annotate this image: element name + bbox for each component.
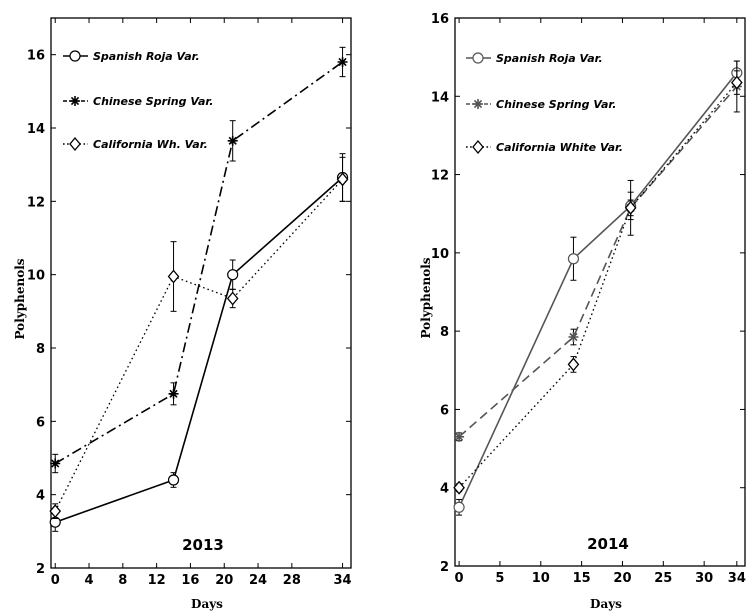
legend-marker-star — [473, 99, 483, 109]
y-tick-label: 6 — [36, 415, 45, 430]
x-tick-label: 8 — [118, 573, 127, 588]
y-tick-label: 16 — [27, 49, 45, 64]
legend-label: Spanish Roja Var. — [93, 50, 200, 63]
y-tick-label: 6 — [440, 403, 449, 418]
data-point-diamond — [49, 504, 62, 519]
x-tick-label: 12 — [148, 573, 166, 588]
legend-marker-star — [70, 96, 80, 106]
data-point-diamond — [624, 200, 637, 215]
data-point-star — [227, 135, 238, 146]
y-tick-label: 2 — [36, 562, 45, 577]
x-tick-label: 5 — [495, 571, 504, 586]
data-point-diamond — [453, 480, 465, 495]
series-line — [458, 72, 738, 508]
legend-label: Chinese Spring Var. — [93, 95, 213, 108]
legend-label: Spanish Roja Var. — [496, 52, 603, 65]
x-tick-label: 28 — [283, 573, 301, 588]
x-tick-label: 10 — [532, 571, 550, 586]
y-tick-label: 12 — [431, 169, 449, 184]
y-tick-label: 2 — [440, 560, 449, 575]
y-tick-label: 12 — [27, 195, 45, 210]
plot-frame — [454, 17, 746, 567]
year-annotation: 2013 — [182, 536, 224, 554]
x-tick-label: 0 — [455, 571, 464, 586]
series-star — [50, 46, 348, 474]
x-axis-label: Days — [590, 597, 622, 611]
y-tick-label: 4 — [440, 482, 449, 497]
x-tick-label: 4 — [85, 573, 94, 588]
series-line — [54, 176, 344, 523]
x-tick-label: 30 — [695, 571, 713, 586]
y-axis-label: Polyphenols — [13, 258, 27, 339]
legend-label: California Wh. Var. — [93, 138, 208, 151]
data-point-diamond — [336, 172, 349, 187]
x-tick-label: 20 — [613, 571, 631, 586]
x-tick-label: 25 — [654, 571, 672, 586]
legend-marker-diamond — [69, 136, 81, 152]
series-diamond — [453, 70, 743, 495]
y-axis-label: Polyphenols — [419, 257, 433, 338]
y-tick-label: 10 — [27, 269, 45, 284]
data-point-diamond — [226, 291, 239, 306]
series-line — [458, 85, 738, 438]
year-annotation: 2014 — [587, 535, 629, 553]
x-tick-label: 16 — [181, 573, 199, 588]
x-tick-label: 20 — [215, 573, 233, 588]
y-tick-label: 8 — [440, 325, 449, 340]
data-point-diamond — [730, 75, 743, 90]
data-point-circle — [567, 253, 580, 265]
y-tick-label: 14 — [431, 90, 449, 105]
data-point-star — [50, 458, 61, 469]
x-axis-label: Days — [191, 597, 223, 611]
y-tick-label: 16 — [431, 12, 449, 27]
data-point-diamond — [167, 269, 180, 284]
chart-panel-2013: 0 4 8 12 16 20 24 28 34246810121416DaysPolypheno… — [13, 17, 352, 611]
x-tick-label: 0 — [51, 573, 60, 588]
y-tick-label: 4 — [36, 489, 45, 504]
data-point-circle — [167, 474, 180, 486]
data-point-circle — [453, 501, 465, 513]
plot-frame — [50, 17, 352, 569]
series-line — [458, 82, 738, 489]
x-tick-label: 34 — [334, 573, 352, 588]
x-tick-label: 15 — [573, 571, 591, 586]
y-tick-label: 10 — [431, 247, 449, 262]
series-diamond — [49, 156, 349, 519]
series-line — [54, 61, 343, 465]
data-point-star — [454, 431, 465, 442]
x-tick-label: 34 — [728, 571, 746, 586]
data-point-diamond — [567, 357, 580, 372]
data-point-star — [337, 57, 348, 67]
series-line — [54, 178, 343, 512]
series-circle — [49, 153, 349, 532]
legend-marker-circle — [472, 52, 484, 64]
data-point-star — [168, 388, 179, 399]
legend-label: California White Var. — [496, 141, 623, 154]
legend-marker-circle — [69, 50, 81, 62]
x-tick-label: 24 — [249, 573, 267, 588]
legend-label: Chinese Spring Var. — [496, 98, 616, 111]
legend-marker-diamond — [472, 139, 484, 155]
y-tick-label: 14 — [27, 122, 45, 137]
series-star — [454, 60, 742, 442]
chart-panel-2014: 0 5 10 15 20 25 30 34 2 4 6 8 10 12 14 16 Days Polyphenol… — [419, 12, 746, 611]
y-tick-label: 8 — [36, 342, 45, 357]
data-point-circle — [227, 269, 239, 281]
data-point-star — [568, 332, 579, 343]
